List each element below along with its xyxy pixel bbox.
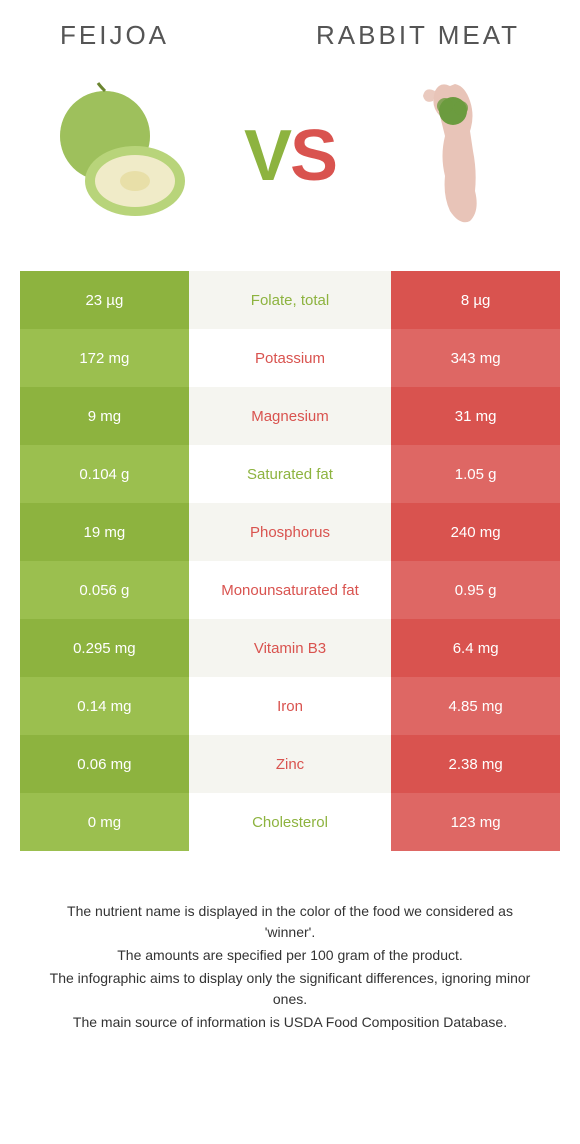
right-value-cell: 0.95 g bbox=[391, 561, 560, 619]
images-row: VS bbox=[20, 71, 560, 241]
table-row: 0 mgCholesterol123 mg bbox=[20, 793, 560, 851]
header-row: Feijoa Rabbit meat bbox=[20, 20, 560, 51]
table-row: 0.06 mgZinc2.38 mg bbox=[20, 735, 560, 793]
feijoa-image bbox=[50, 81, 200, 231]
nutrient-label-cell: Vitamin B3 bbox=[189, 619, 392, 677]
footer-line-1: The nutrient name is displayed in the co… bbox=[40, 901, 540, 943]
left-value-cell: 0 mg bbox=[20, 793, 189, 851]
right-value-cell: 4.85 mg bbox=[391, 677, 560, 735]
vs-v-letter: V bbox=[244, 116, 290, 196]
footer-line-3: The infographic aims to display only the… bbox=[40, 968, 540, 1010]
nutrient-label-cell: Magnesium bbox=[189, 387, 392, 445]
left-value-cell: 0.06 mg bbox=[20, 735, 189, 793]
right-value-cell: 240 mg bbox=[391, 503, 560, 561]
nutrient-label-cell: Folate, total bbox=[189, 271, 392, 329]
left-value-cell: 0.14 mg bbox=[20, 677, 189, 735]
nutrient-label-cell: Saturated fat bbox=[189, 445, 392, 503]
right-value-cell: 8 µg bbox=[391, 271, 560, 329]
rabbit-meat-image bbox=[380, 81, 530, 231]
table-row: 19 mgPhosphorus240 mg bbox=[20, 503, 560, 561]
table-row: 9 mgMagnesium31 mg bbox=[20, 387, 560, 445]
nutrient-label-cell: Zinc bbox=[189, 735, 392, 793]
table-row: 172 mgPotassium343 mg bbox=[20, 329, 560, 387]
footer-notes: The nutrient name is displayed in the co… bbox=[20, 901, 560, 1033]
right-food-title: Rabbit meat bbox=[316, 20, 520, 51]
left-value-cell: 0.104 g bbox=[20, 445, 189, 503]
left-food-title: Feijoa bbox=[60, 20, 169, 51]
left-value-cell: 172 mg bbox=[20, 329, 189, 387]
right-value-cell: 343 mg bbox=[391, 329, 560, 387]
left-value-cell: 0.056 g bbox=[20, 561, 189, 619]
nutrient-label-cell: Monounsaturated fat bbox=[189, 561, 392, 619]
table-row: 0.14 mgIron4.85 mg bbox=[20, 677, 560, 735]
table-row: 0.295 mgVitamin B36.4 mg bbox=[20, 619, 560, 677]
left-value-cell: 23 µg bbox=[20, 271, 189, 329]
table-row: 0.104 gSaturated fat1.05 g bbox=[20, 445, 560, 503]
left-value-cell: 19 mg bbox=[20, 503, 189, 561]
nutrient-label-cell: Phosphorus bbox=[189, 503, 392, 561]
right-value-cell: 123 mg bbox=[391, 793, 560, 851]
vs-label: VS bbox=[244, 115, 336, 197]
left-value-cell: 0.295 mg bbox=[20, 619, 189, 677]
nutrient-label-cell: Potassium bbox=[189, 329, 392, 387]
left-value-cell: 9 mg bbox=[20, 387, 189, 445]
right-value-cell: 1.05 g bbox=[391, 445, 560, 503]
footer-line-2: The amounts are specified per 100 gram o… bbox=[40, 945, 540, 966]
table-row: 23 µgFolate, total8 µg bbox=[20, 271, 560, 329]
footer-line-4: The main source of information is USDA F… bbox=[40, 1012, 540, 1033]
right-value-cell: 6.4 mg bbox=[391, 619, 560, 677]
right-value-cell: 31 mg bbox=[391, 387, 560, 445]
nutrient-label-cell: Iron bbox=[189, 677, 392, 735]
vs-s-letter: S bbox=[290, 116, 336, 196]
table-row: 0.056 gMonounsaturated fat0.95 g bbox=[20, 561, 560, 619]
nutrition-table: 23 µgFolate, total8 µg172 mgPotassium343… bbox=[20, 271, 560, 851]
right-value-cell: 2.38 mg bbox=[391, 735, 560, 793]
nutrient-label-cell: Cholesterol bbox=[189, 793, 392, 851]
